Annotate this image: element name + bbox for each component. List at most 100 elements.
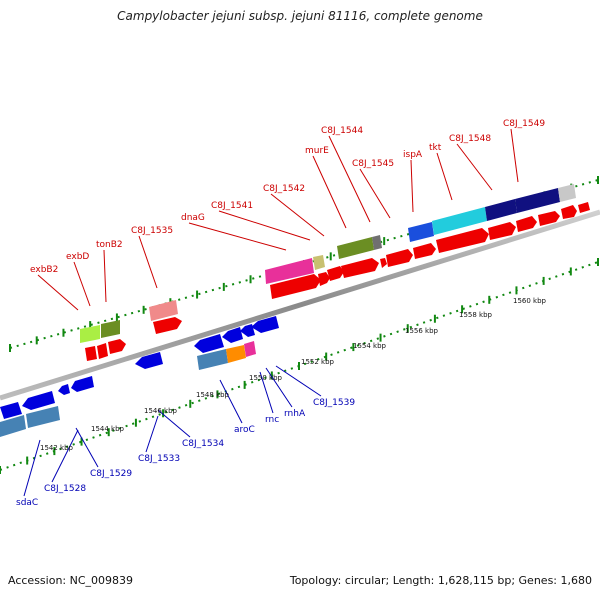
gene-murE[interactable] xyxy=(337,237,374,259)
cds xyxy=(327,266,344,281)
gene-label-dnaG[interactable]: dnaG xyxy=(181,213,205,223)
label-leader-forward xyxy=(328,135,371,223)
label-leader-forward xyxy=(188,222,287,251)
gene-exbB2[interactable] xyxy=(80,325,100,343)
gene-label-aroC[interactable]: aroC xyxy=(234,425,255,435)
label-leader-forward xyxy=(37,274,79,311)
gene-label-C8J_1549[interactable]: C8J_1549 xyxy=(503,119,545,129)
label-leader-reverse xyxy=(219,379,243,424)
gene-murE-tail xyxy=(372,235,382,250)
gene-label-C8J_1528[interactable]: C8J_1528 xyxy=(44,484,86,494)
cds xyxy=(222,327,243,343)
major-ticks xyxy=(0,176,599,474)
cds xyxy=(240,324,255,337)
cds xyxy=(380,258,387,268)
reverse-gene-row-1 xyxy=(0,316,279,419)
scale-label: 1560 kbp xyxy=(513,297,547,305)
label-leader-forward xyxy=(270,193,325,237)
label-leader-forward xyxy=(103,249,107,303)
gene-C8J_1549[interactable] xyxy=(515,188,560,213)
gene-label-C8J_1541[interactable]: C8J_1541 xyxy=(211,201,253,211)
gene-label-C8J_1542[interactable]: C8J_1542 xyxy=(263,184,305,194)
label-leader-reverse xyxy=(275,365,322,397)
gene-label-tkt[interactable]: tkt xyxy=(429,143,442,153)
gene-label-C8J_1535[interactable]: C8J_1535 xyxy=(131,226,173,236)
cds xyxy=(108,339,126,354)
gene-label-C8J_1539[interactable]: C8J_1539 xyxy=(313,398,355,408)
label-leader-forward xyxy=(456,143,493,191)
label-leader-forward xyxy=(73,261,91,307)
label-leader-lines xyxy=(23,128,519,497)
cds xyxy=(561,205,577,219)
label-leader-reverse xyxy=(75,427,99,468)
scale-label: 1552 kbp xyxy=(301,358,335,366)
cds xyxy=(436,228,489,253)
gene-ispA[interactable] xyxy=(408,222,434,242)
cds xyxy=(538,211,560,226)
cds xyxy=(341,258,379,278)
cds xyxy=(97,343,108,359)
label-leader-reverse xyxy=(145,415,159,453)
gene-label-C8J_1544[interactable]: C8J_1544 xyxy=(321,126,363,136)
label-leader-forward xyxy=(410,159,414,213)
cds xyxy=(386,249,413,267)
label-leader-reverse xyxy=(51,429,79,483)
label-leader-reverse xyxy=(265,367,293,408)
gene-label-rnc[interactable]: rnc xyxy=(265,415,279,425)
cds xyxy=(270,274,321,299)
gene-tkt[interactable] xyxy=(432,207,487,235)
forward-gene-row-1 xyxy=(80,184,576,343)
label-leader-reverse xyxy=(157,409,191,438)
cds xyxy=(251,316,279,333)
label-leader-forward xyxy=(138,235,158,289)
gene-C8J_1541[interactable] xyxy=(265,258,314,284)
cds xyxy=(516,216,537,232)
scale-label: 1558 kbp xyxy=(459,311,493,319)
gene-label-exbB2[interactable]: exbB2 xyxy=(30,265,58,275)
gene-C8J_1548[interactable] xyxy=(485,199,517,221)
cds xyxy=(0,415,26,437)
map-title: Campylobacter jejuni subsp. jejuni 81116… xyxy=(117,9,483,23)
gene-label-C8J_1534[interactable]: C8J_1534 xyxy=(182,439,224,449)
cds xyxy=(135,352,163,369)
reverse-gene-row-2 xyxy=(0,341,256,437)
cds xyxy=(194,334,224,353)
cds xyxy=(85,346,97,361)
topology-label: Topology: circular; Length: 1,628,115 bp… xyxy=(289,574,592,587)
cds xyxy=(318,272,330,286)
gene-label-tonB2[interactable]: tonB2 xyxy=(96,240,123,250)
gene-labels: exbB2 exbD tonB2 C8J_1535 dnaG C8J_1541 C8J_15… xyxy=(16,119,545,508)
gene-label-murE[interactable]: murE xyxy=(305,146,329,156)
gene-label-C8J_1529[interactable]: C8J_1529 xyxy=(90,469,132,479)
gene-label-sdaC[interactable]: sdaC xyxy=(16,498,38,508)
gene-tonB2 xyxy=(149,300,178,321)
cds xyxy=(153,317,182,334)
label-leader-reverse xyxy=(23,439,41,497)
gene-label-rnhA[interactable]: rnhA xyxy=(284,409,306,419)
gene-label-exbD[interactable]: exbD xyxy=(66,252,89,262)
genome-backbone xyxy=(0,209,600,401)
cds xyxy=(26,406,60,428)
cds xyxy=(58,384,70,395)
accession-label: Accession: NC_009839 xyxy=(8,574,134,587)
scale-label: 1542 kbp xyxy=(40,444,74,452)
gene-label-C8J_1533[interactable]: C8J_1533 xyxy=(138,454,180,464)
cds xyxy=(197,349,228,370)
cds xyxy=(226,345,246,363)
scale-label: 1544 kbp xyxy=(91,425,125,433)
cds xyxy=(244,341,256,357)
scale-label: 1548 kbp xyxy=(196,391,230,399)
scale-labels: 1542 kbp 1544 kbp 1546 kbp 1548 kbp 1550 kbp… xyxy=(40,297,547,452)
label-leader-reverse xyxy=(259,371,274,414)
gene-label-C8J_1548[interactable]: C8J_1548 xyxy=(449,134,491,144)
label-leader-forward xyxy=(312,155,347,229)
cds xyxy=(413,243,436,259)
scale-label: 1550 kbp xyxy=(249,374,283,382)
gene-exbD[interactable] xyxy=(101,320,120,338)
label-leader-forward xyxy=(218,210,311,241)
gene-label-C8J_1545[interactable]: C8J_1545 xyxy=(352,159,394,169)
gene-label-ispA[interactable]: ispA xyxy=(403,150,423,160)
forward-gene-row-2 xyxy=(85,202,590,361)
